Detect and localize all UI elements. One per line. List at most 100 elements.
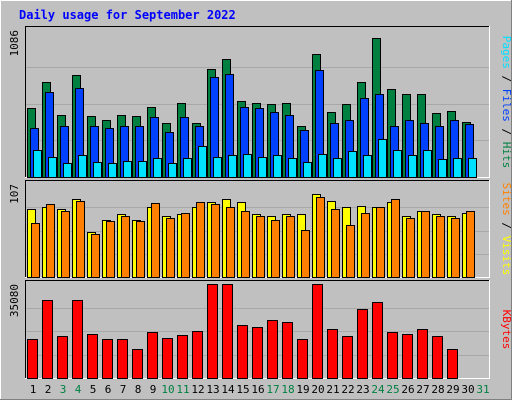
bar-sites-day-19: [301, 230, 310, 278]
x-tick-label-day-1: 1: [30, 383, 37, 396]
x-tick-label-day-27: 27: [416, 383, 429, 396]
legend-pages: Pages: [500, 36, 512, 69]
panel-visits-legend: Sites / Visits: [500, 183, 512, 276]
bar-sites-day-3: [61, 211, 70, 278]
panel-requests-legend: Pages / Files / Hits: [500, 36, 512, 169]
bar-sites-day-16: [256, 216, 265, 278]
x-tick-label-day-11: 11: [176, 383, 189, 396]
bar-sites-day-23: [361, 213, 370, 278]
bar-sites-day-4: [76, 201, 85, 278]
bar-pages-day-17: [273, 155, 282, 178]
panel-kbytes-legend: KBytes: [500, 310, 512, 350]
bar-pages-day-1: [33, 150, 42, 178]
bar-sites-day-1: [31, 223, 40, 278]
bar-kbytes-day-6: [102, 339, 113, 379]
legend-hits: Hits: [500, 142, 512, 169]
x-axis-tick-labels: 1 2 3 4 5 6 7 8 9 10 11 12 13 14 15 16 17 18 19 20 21 22 23 24 2…: [30, 383, 490, 396]
x-tick-label-day-8: 8: [135, 383, 142, 396]
bar-sites-day-5: [91, 234, 100, 278]
bar-sites-day-13: [211, 204, 220, 278]
x-tick-label-day-20: 20: [311, 383, 324, 396]
bar-sites-day-14: [226, 207, 235, 278]
bar-kbytes-day-13: [207, 284, 218, 379]
bar-pages-day-23: [363, 155, 372, 178]
bar-pages-day-2: [48, 157, 57, 178]
bar-pages-day-26: [408, 155, 417, 178]
legend-separator: /: [500, 122, 512, 142]
bar-sites-day-29: [451, 218, 460, 278]
x-tick-label-day-23: 23: [356, 383, 369, 396]
x-tick-label-day-9: 9: [150, 383, 157, 396]
bar-sites-day-2: [46, 204, 55, 278]
bar-kbytes-day-3: [57, 336, 68, 379]
x-tick-label-day-4: 4: [75, 383, 82, 396]
legend-separator: /: [500, 216, 512, 236]
bar-pages-day-20: [318, 154, 327, 178]
bar-pages-day-9: [153, 158, 162, 178]
bar-kbytes-day-14: [222, 284, 233, 379]
chart-panels: 1086 Pages / Files / Hits 107 Sites / Visit…: [8, 26, 512, 379]
bar-pages-day-16: [258, 157, 267, 178]
series-kbytes: [27, 284, 458, 379]
bar-pages-day-30: [468, 158, 477, 178]
x-tick-label-day-30: 30: [461, 383, 474, 396]
bar-kbytes-day-28: [432, 336, 443, 379]
bar-pages-day-22: [348, 151, 357, 178]
bar-kbytes-day-26: [402, 334, 413, 379]
bar-sites-day-28: [436, 216, 445, 278]
bar-pages-day-27: [423, 150, 432, 178]
bar-kbytes-day-24: [372, 302, 383, 379]
legend-visits: Visits: [500, 236, 512, 276]
bar-pages-day-4: [78, 155, 87, 178]
legend-files: Files: [500, 89, 512, 122]
bar-pages-day-6: [108, 163, 117, 178]
x-tick-label-day-26: 26: [401, 383, 414, 396]
bar-pages-day-8: [138, 161, 147, 178]
bar-sites-day-27: [421, 211, 430, 278]
bar-pages-day-29: [453, 158, 462, 178]
bar-pages-day-11: [183, 158, 192, 178]
bar-sites-day-6: [106, 221, 115, 278]
bar-kbytes-day-5: [87, 334, 98, 379]
bar-pages-day-25: [393, 150, 402, 178]
bar-kbytes-day-17: [267, 320, 278, 379]
x-tick-label-day-17: 17: [266, 383, 279, 396]
bar-sites-day-22: [346, 225, 355, 278]
panel-kbytes: 35080 KBytes: [8, 280, 512, 379]
bar-sites-day-8: [136, 221, 145, 278]
legend-sites: Sites: [500, 183, 512, 216]
bar-kbytes-day-27: [417, 329, 428, 379]
bar-kbytes-day-20: [312, 284, 323, 379]
bar-sites-day-30: [466, 211, 475, 278]
x-tick-label-day-22: 22: [341, 383, 354, 396]
bar-sites-day-25: [391, 199, 400, 278]
legend-kbytes: KBytes: [500, 310, 512, 350]
panel-kbytes-max-label: 35080: [8, 284, 21, 317]
bar-pages-day-5: [93, 162, 102, 178]
x-tick-label-day-15: 15: [236, 383, 249, 396]
bar-sites-day-7: [121, 216, 130, 278]
bar-pages-day-7: [123, 161, 132, 178]
bar-pages-day-10: [168, 163, 177, 178]
series-files: [30, 70, 474, 178]
x-tick-label-day-5: 5: [90, 383, 97, 396]
legend-separator: /: [500, 69, 512, 89]
bar-pages-day-18: [288, 158, 297, 178]
bar-sites-day-21: [331, 209, 340, 278]
panel-visits-max-label: 107: [8, 184, 21, 204]
bar-sites-day-17: [271, 220, 280, 278]
x-tick-label-day-29: 29: [446, 383, 459, 396]
bar-sites-day-10: [166, 218, 175, 278]
bar-pages-day-19: [303, 162, 312, 178]
bar-kbytes-day-9: [147, 332, 158, 379]
bar-kbytes-day-4: [72, 300, 83, 379]
bar-kbytes-day-22: [342, 336, 353, 379]
bar-sites-day-9: [151, 203, 160, 278]
bar-pages-day-13: [213, 157, 222, 178]
bar-kbytes-day-8: [132, 349, 143, 379]
panel-requests: 1086 Pages / Files / Hits: [8, 26, 512, 178]
x-tick-label-day-18: 18: [281, 383, 294, 396]
bar-kbytes-day-7: [117, 339, 128, 379]
chart-title: Daily usage for September 2022: [19, 8, 236, 22]
series-pages: [33, 139, 477, 178]
